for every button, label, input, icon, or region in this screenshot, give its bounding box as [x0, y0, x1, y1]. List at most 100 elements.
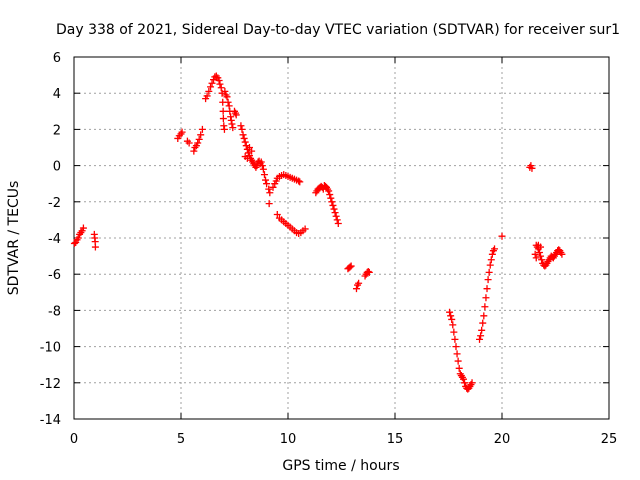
data-point [480, 312, 488, 320]
data-point [461, 379, 469, 387]
data-point [479, 319, 487, 327]
y-tick-label: -6 [48, 268, 61, 283]
data-point [273, 210, 281, 218]
data-point [215, 77, 223, 85]
data-point [205, 87, 213, 95]
data-point [483, 285, 491, 293]
data-point [178, 128, 186, 136]
data-point [331, 209, 339, 217]
data-point [446, 308, 454, 316]
data-point [498, 232, 506, 240]
data-point [217, 84, 225, 92]
data-point [352, 285, 360, 293]
data-point [301, 225, 309, 233]
data-point [535, 248, 543, 256]
data-point [216, 80, 224, 88]
data-point [239, 131, 247, 139]
data-point [79, 224, 87, 232]
data-point [203, 92, 211, 100]
y-axis-label: SDTVAR / TECUs [6, 181, 22, 296]
data-point [558, 250, 566, 258]
data-point [265, 200, 273, 208]
data-point [451, 335, 459, 343]
data-point [263, 180, 271, 188]
data-point [223, 93, 231, 101]
data-point [364, 267, 372, 275]
data-point [477, 332, 485, 340]
data-point [468, 379, 476, 387]
x-tick-label: 25 [601, 432, 618, 447]
data-point [74, 234, 82, 242]
data-point [219, 107, 227, 115]
data-point [449, 321, 457, 329]
data-point [185, 139, 193, 147]
data-point [296, 178, 304, 186]
data-point [476, 335, 484, 343]
data-point [240, 134, 248, 142]
y-tick-label: -14 [40, 413, 61, 428]
data-point [194, 139, 202, 147]
x-tick-label: 0 [70, 432, 78, 447]
data-point [258, 162, 266, 170]
data-point [259, 165, 267, 173]
data-point [70, 239, 78, 247]
data-point [219, 115, 227, 123]
data-point [237, 122, 245, 130]
data-point [459, 375, 467, 383]
data-point [91, 243, 99, 251]
data-point [531, 250, 539, 258]
x-tick-label: 5 [177, 432, 185, 447]
data-point [330, 205, 338, 213]
data-point [538, 256, 546, 264]
data-point [260, 171, 268, 179]
data-point [484, 276, 492, 284]
y-tick-label: -2 [48, 196, 61, 211]
data-point [450, 328, 458, 336]
x-tick-label: 15 [387, 432, 404, 447]
y-tick-label: -4 [48, 232, 61, 247]
data-point [241, 138, 249, 146]
y-tick-label: -8 [48, 304, 61, 319]
data-point [265, 185, 273, 193]
grid-lines [74, 57, 609, 419]
data-point [262, 176, 270, 184]
data-point [211, 73, 219, 81]
data-point [485, 268, 493, 276]
data-point [328, 198, 336, 206]
data-point [243, 154, 251, 162]
y-tick-label: 4 [53, 87, 61, 102]
data-point [266, 189, 274, 197]
data-point [454, 357, 462, 365]
y-tick-label: 2 [53, 123, 61, 138]
data-point [198, 125, 206, 133]
data-point [491, 245, 499, 253]
data-point [245, 144, 253, 151]
data-point [224, 98, 232, 106]
data-point [220, 125, 228, 133]
data-point [537, 243, 545, 251]
data-point [295, 177, 303, 185]
data-point [221, 87, 229, 95]
data-point [238, 125, 246, 133]
x-axis: 0 5 10 15 20 25 [70, 57, 617, 447]
data-point [333, 216, 341, 224]
data-point [482, 294, 490, 302]
y-tick-label: 6 [53, 51, 61, 66]
data-point [327, 194, 335, 202]
data-point [248, 147, 256, 155]
data-point [334, 220, 342, 228]
data-point [229, 124, 237, 132]
data-point [455, 364, 463, 372]
data-point [488, 250, 496, 258]
data-point [487, 256, 495, 264]
x-tick-label: 10 [280, 432, 297, 447]
data-point [329, 201, 337, 209]
data-series [70, 72, 566, 393]
data-point [257, 158, 265, 166]
data-point [448, 315, 456, 323]
y-tick-label: 0 [53, 160, 61, 175]
data-point [228, 120, 236, 128]
data-point [232, 111, 240, 119]
x-axis-label: GPS time / hours [282, 458, 399, 474]
